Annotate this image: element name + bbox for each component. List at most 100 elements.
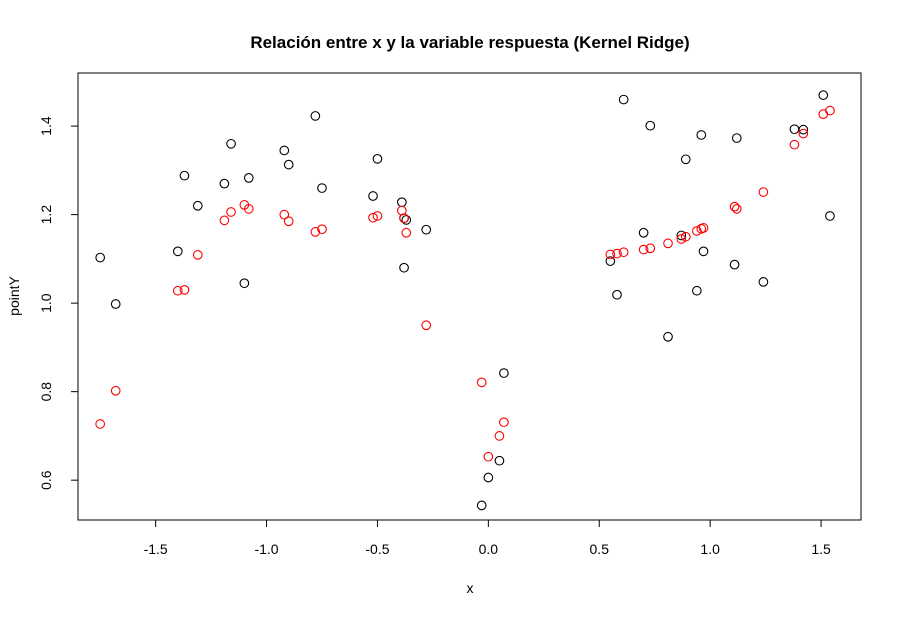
x-tick-label: 1.0: [700, 541, 720, 557]
data-point: [401, 227, 412, 238]
data-point: [368, 191, 378, 201]
data-point: [310, 227, 321, 237]
data-point: [758, 277, 769, 287]
data-point: [789, 139, 800, 150]
data-point: [226, 207, 236, 217]
data-point: [605, 256, 616, 266]
data-point: [692, 285, 702, 296]
data-point: [317, 183, 327, 193]
data-point: [283, 159, 294, 170]
data-point: [638, 244, 649, 255]
y-tick-label: 0.8: [38, 382, 54, 402]
data-point: [172, 285, 183, 296]
data-point: [372, 211, 383, 221]
data-point: [612, 289, 622, 300]
data-point: [499, 368, 509, 378]
data-point: [243, 173, 254, 183]
data-point: [645, 120, 656, 131]
data-point: [731, 133, 742, 143]
x-tick-label: 0.0: [479, 541, 499, 557]
y-axis: 0.6 0.8 1.0 1.2 1.4: [38, 116, 79, 490]
data-point: [283, 216, 294, 227]
x-tick-label: -0.5: [365, 541, 389, 557]
data-point: [825, 211, 835, 221]
data-point: [698, 246, 709, 257]
data-point: [663, 238, 673, 249]
data-point: [172, 246, 183, 257]
data-point: [638, 227, 649, 238]
data-point: [680, 154, 691, 165]
data-point: [279, 209, 290, 220]
data-point: [729, 201, 740, 212]
data-point: [192, 250, 203, 260]
y-tick-label: 0.6: [38, 470, 54, 490]
data-point: [798, 124, 809, 135]
data-points: [95, 90, 835, 511]
data-point: [192, 200, 203, 211]
data-point: [698, 223, 709, 233]
data-point: [226, 138, 236, 149]
data-point: [95, 419, 106, 429]
data-point: [818, 109, 829, 120]
data-point: [243, 204, 254, 214]
data-point: [483, 451, 494, 462]
data-point: [476, 500, 487, 511]
data-point: [618, 247, 629, 258]
x-tick-label: -1.0: [254, 541, 278, 557]
data-point: [179, 285, 190, 295]
x-axis-label: x: [467, 580, 474, 596]
data-point: [663, 331, 673, 342]
data-point: [692, 226, 702, 236]
data-point: [818, 90, 829, 100]
y-tick-label: 1.2: [38, 205, 54, 225]
data-point: [676, 234, 687, 244]
x-axis: -1.5 -1.0 -0.5 0.0 0.5 1.0 1.5: [144, 519, 831, 557]
data-point: [95, 252, 106, 263]
data-point: [179, 170, 190, 181]
y-tick-label: 1.0: [38, 293, 54, 313]
data-point: [219, 178, 230, 189]
data-point: [110, 299, 121, 309]
data-point: [605, 249, 616, 260]
data-point: [399, 213, 409, 224]
data-point: [798, 128, 809, 139]
data-point: [396, 205, 407, 216]
data-point: [789, 124, 800, 135]
data-point: [401, 215, 412, 225]
data-point: [494, 455, 505, 466]
data-point: [680, 231, 691, 242]
data-point: [676, 230, 687, 241]
data-point: [696, 130, 707, 140]
data-point: [317, 224, 327, 235]
data-point: [421, 320, 432, 331]
data-point: [483, 472, 494, 483]
data-point: [279, 145, 290, 156]
data-point: [239, 278, 250, 289]
x-tick-label: 1.5: [811, 541, 831, 557]
data-point: [219, 215, 230, 226]
x-tick-label: -1.5: [144, 541, 168, 557]
x-tick-label: 0.5: [590, 541, 610, 557]
data-point: [110, 385, 121, 396]
data-point: [399, 262, 409, 273]
data-point: [310, 111, 321, 121]
data-point: [421, 224, 432, 235]
data-point: [729, 259, 740, 270]
plot-frame: [77, 72, 862, 521]
data-point: [758, 187, 769, 197]
data-point: [645, 243, 656, 254]
data-point: [612, 248, 622, 259]
data-point: [618, 94, 629, 105]
data-point: [499, 417, 509, 428]
y-axis-label: pointY: [6, 275, 22, 315]
data-point: [368, 212, 378, 223]
data-point: [476, 377, 487, 388]
data-point: [396, 197, 407, 208]
predicted-points: [95, 105, 835, 462]
data-point: [825, 105, 835, 116]
y-tick-label: 1.4: [38, 116, 54, 136]
chart-title: Relación entre x y la variable respuesta…: [250, 33, 689, 52]
observed-points: [95, 90, 835, 511]
data-point: [372, 154, 383, 164]
